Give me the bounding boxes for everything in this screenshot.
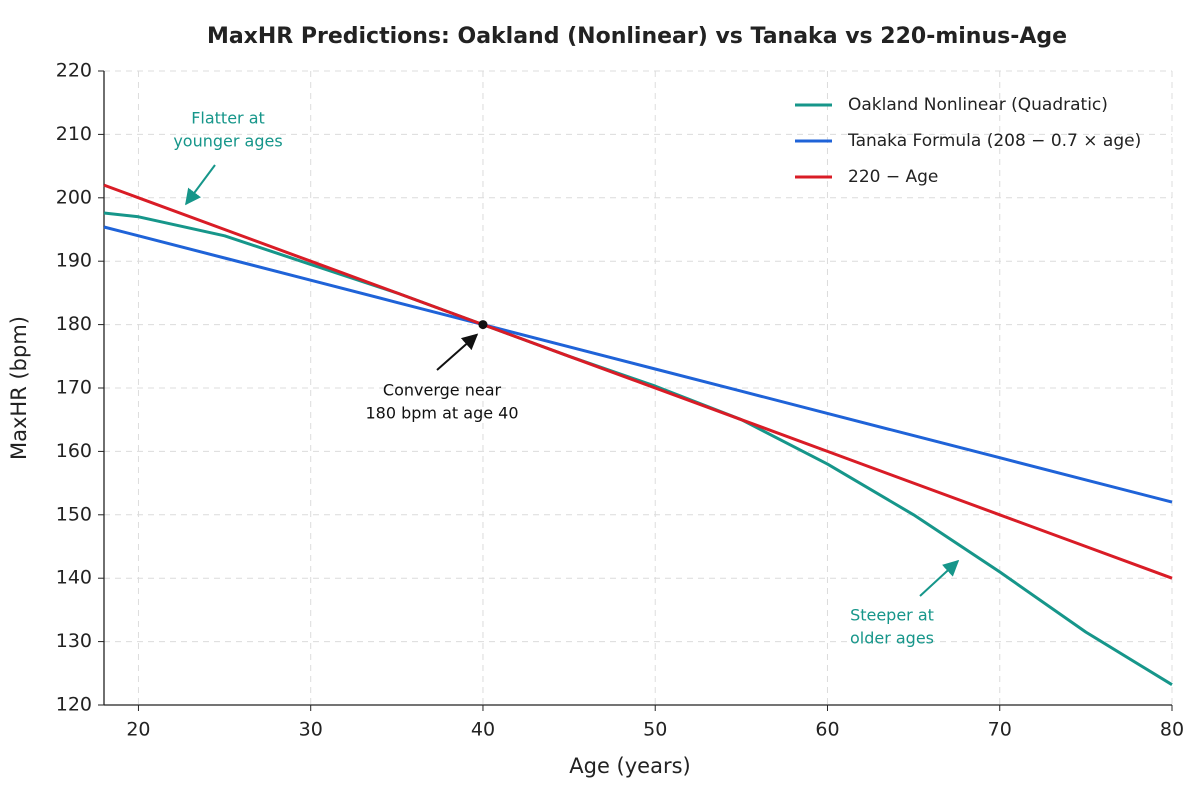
y-tick-label: 140 — [56, 567, 92, 589]
annotation-text: 180 bpm at age 40 — [365, 404, 518, 423]
annotation-arrow — [185, 164, 216, 206]
legend-label: Tanaka Formula (208 − 0.7 × age) — [847, 131, 1141, 151]
x-tick-label: 60 — [815, 719, 839, 741]
legend-label: Oakland Nonlinear (Quadratic) — [848, 95, 1108, 115]
y-tick-label: 200 — [56, 186, 92, 208]
y-tick-label: 210 — [56, 123, 92, 145]
x-tick-label: 20 — [126, 719, 150, 741]
annotation-text: younger ages — [173, 132, 282, 151]
y-tick-label: 150 — [56, 503, 92, 525]
y-tick-label: 220 — [56, 60, 92, 82]
y-tick-label: 160 — [56, 440, 92, 462]
y-axis-label: MaxHR (bpm) — [7, 316, 31, 460]
x-axis-label: Age (years) — [569, 754, 690, 778]
y-tick-label: 130 — [56, 630, 92, 652]
convergence-point — [478, 320, 488, 330]
y-tick-label: 180 — [56, 313, 92, 335]
annotation-text: Steeper at — [850, 606, 934, 625]
x-tick-label: 30 — [299, 719, 323, 741]
chart-title: MaxHR Predictions: Oakland (Nonlinear) v… — [207, 24, 1067, 49]
x-tick-label: 40 — [471, 719, 495, 741]
y-tick-label: 120 — [56, 694, 92, 716]
y-tick-label: 190 — [56, 250, 92, 272]
annotation-text: Converge near — [383, 381, 502, 400]
x-tick-label: 70 — [988, 719, 1012, 741]
y-tick-label: 170 — [56, 377, 92, 399]
x-tick-label: 50 — [643, 719, 667, 741]
annotation-text: Flatter at — [191, 109, 265, 128]
series-line — [103, 211, 1173, 686]
annotation-arrow — [436, 333, 479, 371]
annotation-text: older ages — [850, 629, 934, 648]
x-tick-label: 80 — [1160, 719, 1184, 741]
series-line — [103, 183, 1173, 580]
annotation-arrow — [919, 559, 960, 597]
legend-label: 220 − Age — [848, 167, 938, 187]
series-line — [103, 225, 1173, 504]
